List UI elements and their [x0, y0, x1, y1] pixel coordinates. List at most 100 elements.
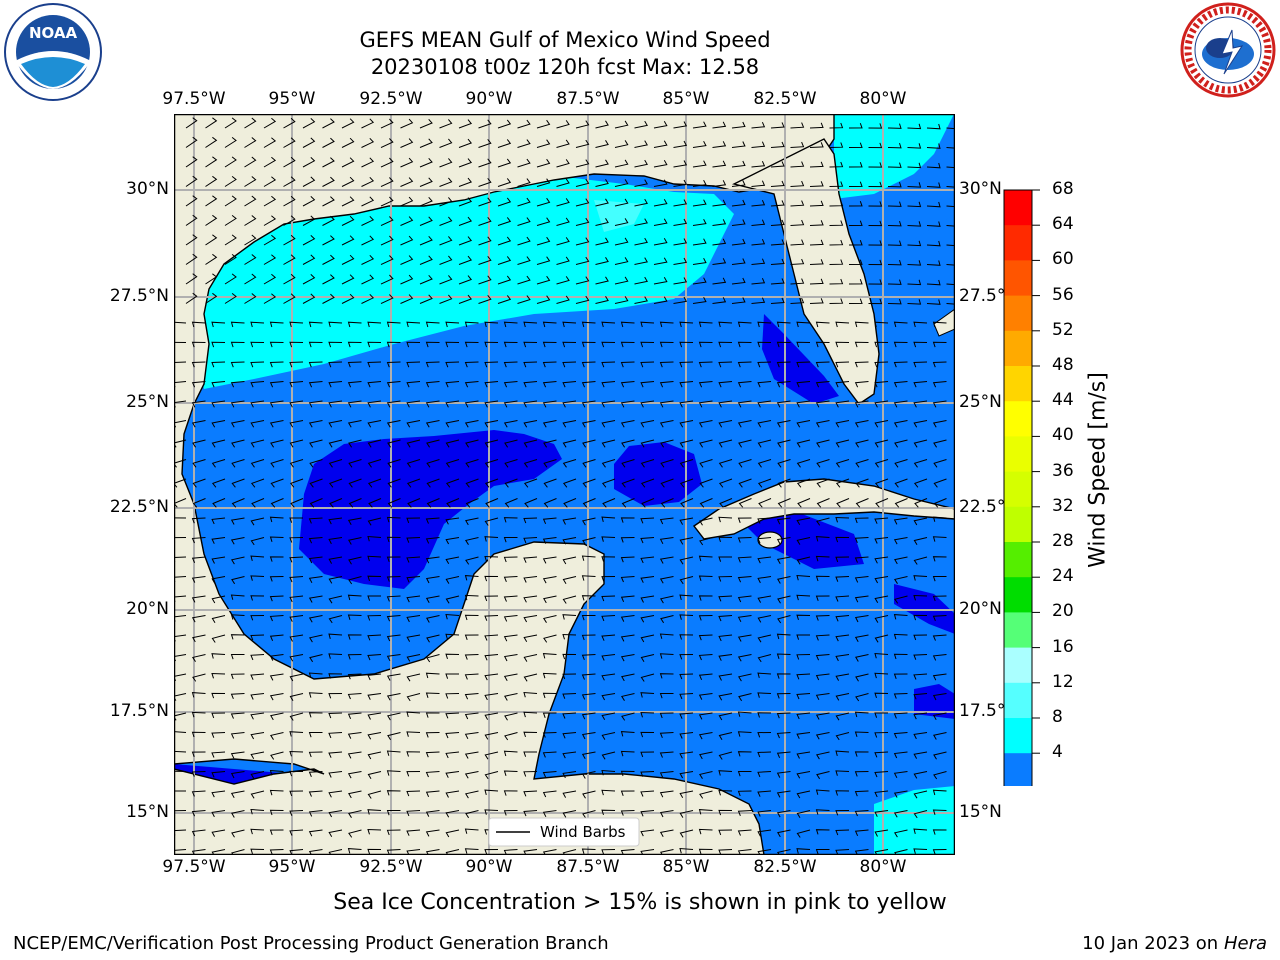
- wind-barb: [406, 576, 421, 583]
- colorbar-tick-label: 8: [1052, 707, 1063, 727]
- wind-barb: [517, 197, 531, 207]
- lon-tick-bottom: 97.5°W: [162, 857, 226, 877]
- wind-barb: [699, 439, 713, 448]
- wind-barb: [406, 673, 421, 682]
- wind-barb: [790, 219, 805, 226]
- wind-barb: [224, 234, 237, 246]
- wind-barb: [620, 361, 635, 368]
- wind-barb: [386, 321, 401, 328]
- wind-barb: [718, 321, 733, 328]
- wind-barb: [640, 810, 655, 817]
- wind-barb: [308, 810, 323, 817]
- wind-barb: [484, 595, 499, 602]
- wind-barb: [815, 732, 830, 740]
- wind-barb: [244, 156, 257, 168]
- wind-barb: [230, 790, 245, 798]
- wind-barb: [425, 810, 440, 817]
- wind-barb: [614, 198, 629, 207]
- wind-barb: [290, 498, 304, 508]
- wind-barb: [621, 439, 635, 448]
- wind-barb: [445, 613, 460, 620]
- wind-barb: [835, 459, 850, 468]
- wind-barb: [848, 142, 863, 148]
- wind-barb: [347, 594, 362, 601]
- wind-barb: [302, 215, 316, 226]
- wind-barb: [367, 712, 382, 720]
- wind-barb: [699, 751, 713, 760]
- wind-barb: [601, 849, 616, 855]
- wind-barb: [946, 186, 955, 188]
- wind-barb: [751, 239, 766, 246]
- wind-barb: [679, 614, 694, 620]
- wind-barb: [659, 790, 674, 798]
- wind-barb: [406, 829, 421, 836]
- wind-barb: [757, 810, 772, 817]
- wind-barb: [269, 615, 284, 622]
- wind-barb: [816, 517, 830, 526]
- wind-barb: [848, 259, 863, 265]
- wind-barb: [777, 829, 791, 838]
- wind-barb: [621, 712, 635, 721]
- wind-barb: [341, 157, 355, 168]
- lon-tick-bottom: 85°W: [662, 857, 710, 877]
- wind-barb: [380, 157, 394, 168]
- wind-barb: [361, 215, 375, 226]
- wind-barb: [835, 439, 850, 448]
- wind-barb: [244, 117, 257, 129]
- wind-barb: [601, 732, 616, 740]
- wind-barb: [309, 459, 323, 468]
- wind-barb: [932, 321, 947, 328]
- wind-barb: [848, 123, 863, 129]
- wind-barb: [796, 634, 810, 640]
- wind-barb: [562, 849, 577, 855]
- wind-barb: [445, 732, 460, 739]
- wind-barb: [250, 673, 265, 680]
- wind-barb: [230, 361, 245, 368]
- wind-barb: [634, 159, 648, 168]
- wind-barb: [231, 459, 245, 468]
- wind-barb: [751, 219, 766, 226]
- wind-barb: [185, 214, 198, 226]
- wind-barb: [874, 321, 889, 328]
- wind-barb: [699, 790, 713, 799]
- wind-barb: [562, 693, 577, 699]
- wind-barb: [907, 123, 922, 130]
- wind-barb: [835, 810, 850, 816]
- wind-barb: [478, 138, 492, 148]
- wind-barb: [367, 751, 382, 760]
- wind-barb: [464, 400, 479, 408]
- wind-barb: [620, 595, 635, 602]
- wind-barb: [797, 498, 811, 508]
- wind-barb: [926, 299, 941, 305]
- wind-barb: [582, 810, 596, 819]
- wind-barb: [445, 556, 460, 565]
- wind-barb: [887, 142, 902, 149]
- wind-barb: [601, 536, 616, 542]
- wind-barb: [211, 771, 226, 778]
- colorbar-tick-label: 24: [1052, 566, 1074, 587]
- wind-barb: [835, 400, 850, 408]
- wind-barb: [426, 439, 440, 448]
- lat-tick-right: 22.5°N: [959, 497, 1019, 517]
- wind-barb: [250, 828, 265, 835]
- wind-barb: [386, 634, 401, 642]
- wind-barb: [776, 653, 791, 659]
- wind-barb: [698, 341, 713, 348]
- wind-barb: [712, 277, 727, 285]
- wind-barb: [406, 400, 421, 408]
- wind-barb: [328, 459, 343, 468]
- wind-barb: [523, 400, 538, 408]
- wind-barb: [250, 751, 265, 760]
- wind-barb: [620, 400, 635, 408]
- wind-barb: [933, 459, 947, 468]
- wind-barb: [425, 712, 440, 718]
- wind-barb: [406, 341, 421, 348]
- wind-barb: [738, 693, 752, 702]
- wind-barb: [231, 810, 245, 818]
- wind-barb: [211, 732, 226, 738]
- wind-barb: [283, 293, 296, 304]
- wind-barb: [174, 321, 187, 328]
- wind-barb: [815, 420, 830, 428]
- wind-barb: [464, 594, 479, 601]
- wind-barb: [497, 295, 512, 304]
